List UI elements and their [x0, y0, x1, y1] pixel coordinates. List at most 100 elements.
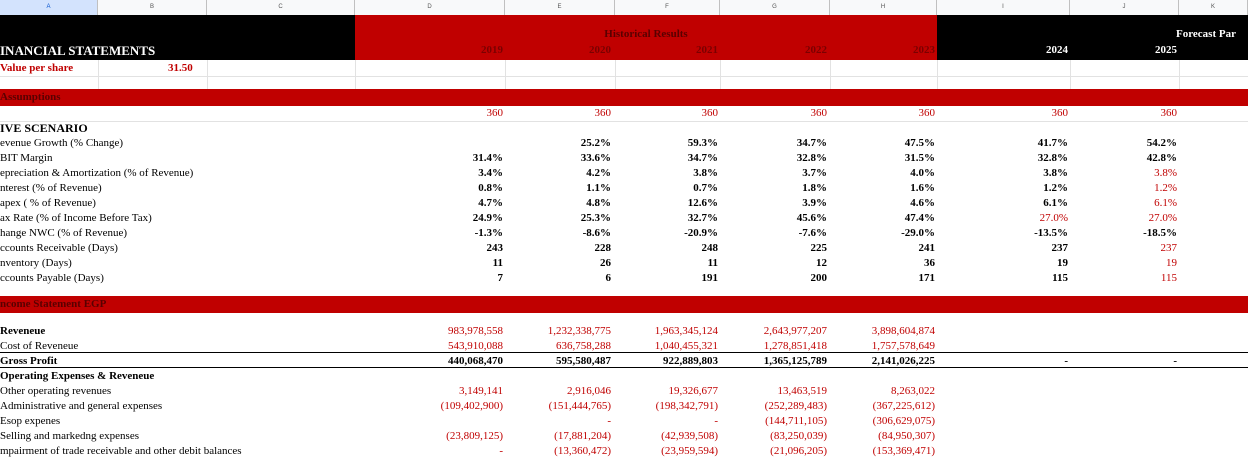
income-value-cell[interactable]: (23,809,125) [446, 430, 503, 442]
assumption-value-cell[interactable]: 0.7% [693, 182, 718, 194]
column-header-b[interactable]: B [98, 0, 207, 15]
income-value-cell[interactable]: 440,068,470 [448, 355, 503, 367]
income-value-cell[interactable]: (42,939,508) [661, 430, 718, 442]
assumption-value-cell[interactable]: 4.2% [586, 167, 611, 179]
assumption-value-cell[interactable]: -20.9% [684, 227, 718, 239]
days-basis-cell[interactable]: 360 [1160, 107, 1178, 119]
assumption-value-cell[interactable]: 115 [1052, 272, 1068, 284]
assumption-value-cell[interactable]: 36 [924, 257, 935, 269]
assumption-value-cell[interactable]: 45.6% [796, 212, 827, 224]
income-value-cell[interactable]: 2,916,046 [567, 385, 611, 397]
income-value-cell[interactable]: - [1173, 355, 1177, 367]
year-cell[interactable]: 2019 [481, 44, 503, 56]
income-value-cell[interactable]: (84,950,307) [878, 430, 935, 442]
income-value-cell[interactable]: (83,250,039) [770, 430, 827, 442]
assumption-value-cell[interactable]: 47.5% [904, 137, 935, 149]
assumption-value-cell[interactable]: 243 [486, 242, 504, 254]
assumption-value-cell[interactable]: 26 [600, 257, 611, 269]
income-value-cell[interactable]: (144,711,105) [765, 415, 827, 427]
assumption-value-cell[interactable]: 32.8% [796, 152, 827, 164]
assumption-value-cell[interactable]: 34.7% [796, 137, 827, 149]
income-value-cell[interactable]: 636,758,288 [556, 340, 611, 352]
assumption-value-cell[interactable]: 7 [497, 272, 504, 284]
income-value-cell[interactable]: 1,963,345,124 [654, 325, 718, 337]
income-value-cell[interactable]: (198,342,791) [655, 400, 718, 412]
income-value-cell[interactable]: (153,369,471) [872, 445, 935, 457]
assumption-value-cell[interactable]: 12.6% [687, 197, 718, 209]
year-cell[interactable]: 2025 [1155, 44, 1177, 56]
assumption-value-cell[interactable]: 115 [1160, 272, 1177, 284]
assumption-value-cell[interactable]: 11 [707, 257, 718, 269]
assumption-value-cell[interactable]: 4.6% [910, 197, 935, 209]
column-header-j[interactable]: J [1070, 0, 1179, 15]
column-header-a[interactable]: A [0, 0, 98, 15]
assumption-value-cell[interactable]: 1.2% [1154, 182, 1177, 194]
assumption-value-cell[interactable]: 42.8% [1146, 152, 1177, 164]
income-value-cell[interactable]: 1,232,338,775 [547, 325, 611, 337]
income-value-cell[interactable]: 3,898,604,874 [871, 325, 935, 337]
assumption-value-cell[interactable]: 54.2% [1146, 137, 1177, 149]
income-value-cell[interactable]: (23,959,594) [661, 445, 718, 457]
assumption-value-cell[interactable]: 31.5% [904, 152, 935, 164]
assumption-value-cell[interactable]: 191 [701, 272, 719, 284]
assumption-value-cell[interactable]: -29.0% [901, 227, 935, 239]
assumption-value-cell[interactable]: 19 [1166, 257, 1177, 269]
income-value-cell[interactable]: 1,278,851,418 [763, 340, 827, 352]
column-header-h[interactable]: H [830, 0, 937, 15]
assumption-value-cell[interactable]: 228 [594, 242, 612, 254]
assumption-value-cell[interactable]: 59.3% [687, 137, 718, 149]
income-value-cell[interactable]: (306,629,075) [872, 415, 935, 427]
column-header-g[interactable]: G [720, 0, 830, 15]
assumption-value-cell[interactable]: 237 [1160, 242, 1178, 254]
assumption-value-cell[interactable]: 25.2% [580, 137, 611, 149]
assumption-value-cell[interactable]: 200 [810, 272, 828, 284]
assumption-value-cell[interactable]: 225 [810, 242, 828, 254]
year-cell[interactable]: 2024 [1046, 44, 1068, 56]
income-value-cell[interactable]: 922,889,803 [663, 355, 718, 367]
assumption-value-cell[interactable]: 3.8% [693, 167, 718, 179]
assumption-value-cell[interactable]: -1.3% [474, 227, 503, 239]
assumption-value-cell[interactable]: 41.7% [1037, 137, 1068, 149]
assumption-value-cell[interactable]: 237 [1051, 242, 1069, 254]
income-value-cell[interactable]: 13,463,519 [777, 385, 828, 397]
days-basis-cell[interactable]: 360 [594, 107, 612, 119]
income-value-cell[interactable]: 2,643,977,207 [763, 325, 827, 337]
income-value-cell[interactable]: - [499, 445, 503, 457]
column-header-e[interactable]: E [505, 0, 615, 15]
assumption-value-cell[interactable]: 25.3% [580, 212, 611, 224]
column-header-f[interactable]: F [615, 0, 720, 15]
year-cell[interactable]: 2020 [589, 44, 611, 56]
assumption-value-cell[interactable]: -13.5% [1034, 227, 1068, 239]
assumption-value-cell[interactable]: 24.9% [472, 212, 503, 224]
assumption-value-cell[interactable]: -7.6% [798, 227, 827, 239]
income-value-cell[interactable]: (21,096,205) [770, 445, 827, 457]
assumption-value-cell[interactable]: 0.8% [478, 182, 503, 194]
column-header-i[interactable]: I [937, 0, 1070, 15]
income-value-cell[interactable]: 983,978,558 [448, 325, 503, 337]
income-value-cell[interactable]: 595,580,487 [556, 355, 611, 367]
year-cell[interactable]: 2022 [805, 44, 827, 56]
year-cell[interactable]: 2021 [696, 44, 718, 56]
assumption-value-cell[interactable]: 31.4% [472, 152, 503, 164]
value-per-share-value[interactable]: 31.50 [168, 62, 193, 74]
income-value-cell[interactable]: 1,365,125,789 [763, 355, 827, 367]
assumption-value-cell[interactable]: 32.7% [687, 212, 718, 224]
assumption-value-cell[interactable]: 1.2% [1043, 182, 1068, 194]
assumption-value-cell[interactable]: 3.7% [802, 167, 827, 179]
assumption-value-cell[interactable]: 32.8% [1037, 152, 1068, 164]
income-value-cell[interactable]: 19,326,677 [668, 385, 719, 397]
income-value-cell[interactable]: (109,402,900) [440, 400, 503, 412]
income-value-cell[interactable]: 543,910,088 [448, 340, 503, 352]
assumption-value-cell[interactable]: 19 [1057, 257, 1068, 269]
assumption-value-cell[interactable]: 3.8% [1043, 167, 1068, 179]
assumption-value-cell[interactable]: 4.7% [478, 197, 503, 209]
assumption-value-cell[interactable]: 3.9% [802, 197, 827, 209]
assumption-value-cell[interactable]: -18.5% [1143, 227, 1177, 239]
assumption-value-cell[interactable]: 4.8% [586, 197, 611, 209]
assumption-value-cell[interactable]: 11 [492, 257, 503, 269]
assumption-value-cell[interactable]: 241 [918, 242, 936, 254]
days-basis-cell[interactable]: 360 [486, 107, 504, 119]
assumption-value-cell[interactable]: 34.7% [687, 152, 718, 164]
assumption-value-cell[interactable]: 6.1% [1154, 197, 1177, 209]
income-value-cell[interactable]: (151,444,765) [548, 400, 611, 412]
